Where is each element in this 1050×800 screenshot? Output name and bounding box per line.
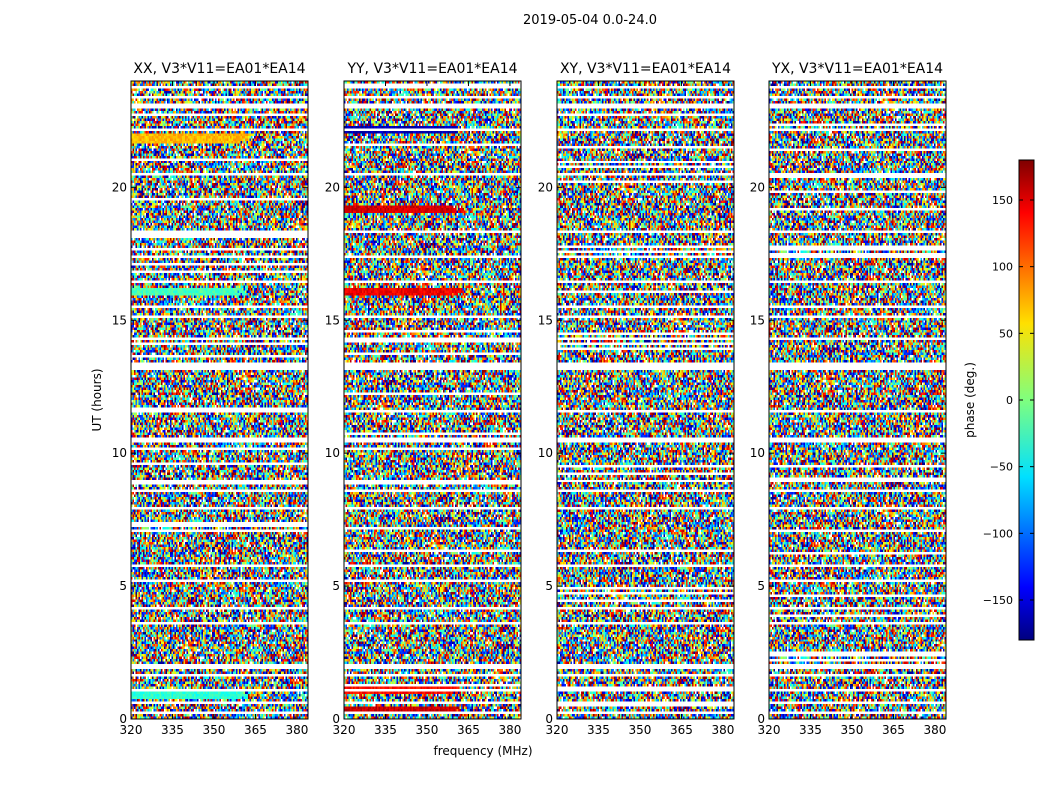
panel-frame xyxy=(768,80,947,720)
x-tick-label: 365 xyxy=(670,723,693,737)
colorbar-tick-label: 100 xyxy=(992,261,1013,274)
y-tick-label: 10 xyxy=(750,446,765,460)
x-tick-label: 365 xyxy=(244,723,267,737)
x-tick-label: 350 xyxy=(203,723,226,737)
y-tick-label: 5 xyxy=(119,579,127,593)
panel-xy: XY, V3*V11=EA01*EA14 320 335 350 365 380 0 5 10 1… xyxy=(538,61,735,737)
colorbar: 150 100 50 0 −50 −100 −150 phase (deg.) xyxy=(963,159,1035,641)
colorbar-tick-label: 50 xyxy=(999,327,1013,340)
figure-title: 2019-05-04 0.0-24.0 xyxy=(523,13,657,28)
x-tick-label: 320 xyxy=(333,723,356,737)
x-tick-label: 365 xyxy=(457,723,480,737)
y-tick-label: 10 xyxy=(112,446,127,460)
x-tick-label: 335 xyxy=(799,723,822,737)
colorbar-tick-label: 0 xyxy=(1006,394,1013,407)
y-tick-label: 15 xyxy=(112,313,127,327)
phase-heatmap-yy xyxy=(344,81,521,719)
x-tick-label: 350 xyxy=(416,723,439,737)
panel-frame xyxy=(343,80,522,720)
panel-xx: XX, V3*V11=EA01*EA14 320 335 350 365 380 0 5 10 1… xyxy=(112,61,309,737)
y-tick-label: 5 xyxy=(757,579,765,593)
x-tick-label: 335 xyxy=(374,723,397,737)
y-tick-label: 5 xyxy=(545,579,553,593)
x-tick-label: 380 xyxy=(923,723,946,737)
phase-heatmap-xy xyxy=(557,81,734,719)
y-tick-label: 15 xyxy=(538,313,553,327)
panel-frame xyxy=(130,80,309,720)
y-tick-label: 20 xyxy=(325,180,340,194)
y-tick-label: 5 xyxy=(332,579,340,593)
x-tick-label: 380 xyxy=(711,723,734,737)
y-tick-label: 0 xyxy=(545,712,553,726)
phase-heatmap-xx xyxy=(131,81,308,719)
y-tick-label: 10 xyxy=(325,446,340,460)
colorbar-tick-label: −150 xyxy=(983,594,1013,607)
colorbar-tick-label: −100 xyxy=(983,527,1013,540)
x-tick-label: 320 xyxy=(546,723,569,737)
x-tick-label: 350 xyxy=(841,723,864,737)
colorbar-tick-label: 150 xyxy=(992,194,1013,207)
x-tick-label: 335 xyxy=(161,723,184,737)
y-tick-label: 0 xyxy=(332,712,340,726)
y-tick-label: 0 xyxy=(119,712,127,726)
x-tick-label: 320 xyxy=(758,723,781,737)
y-axis-label: UT (hours) xyxy=(90,368,104,431)
panel-yy: YY, V3*V11=EA01*EA14 320 335 350 365 380 0 5 10 1… xyxy=(325,61,522,737)
y-tick-label: 0 xyxy=(757,712,765,726)
y-tick-label: 20 xyxy=(538,180,553,194)
panel-title: XX, V3*V11=EA01*EA14 xyxy=(133,61,305,77)
x-tick-label: 350 xyxy=(629,723,652,737)
y-tick-label: 20 xyxy=(112,180,127,194)
panel-title: YY, V3*V11=EA01*EA14 xyxy=(346,61,517,77)
colorbar-label: phase (deg.) xyxy=(963,362,977,438)
x-tick-label: 320 xyxy=(120,723,143,737)
panel-title: XY, V3*V11=EA01*EA14 xyxy=(560,61,731,77)
x-tick-label: 335 xyxy=(587,723,610,737)
x-tick-label: 380 xyxy=(285,723,308,737)
panel-title: YX, V3*V11=EA01*EA14 xyxy=(771,61,943,77)
panel-yx: YX, V3*V11=EA01*EA14 320 335 350 365 380 0 5 10 1… xyxy=(750,61,947,737)
x-axis-label: frequency (MHz) xyxy=(433,744,532,758)
phase-heatmap-yx xyxy=(769,81,946,719)
x-tick-label: 380 xyxy=(498,723,521,737)
y-tick-label: 15 xyxy=(750,313,765,327)
x-tick-label: 365 xyxy=(882,723,905,737)
y-tick-label: 20 xyxy=(750,180,765,194)
colorbar-tick-label: −50 xyxy=(990,461,1013,474)
y-tick-label: 15 xyxy=(325,313,340,327)
y-tick-label: 10 xyxy=(538,446,553,460)
panel-frame xyxy=(556,80,735,720)
